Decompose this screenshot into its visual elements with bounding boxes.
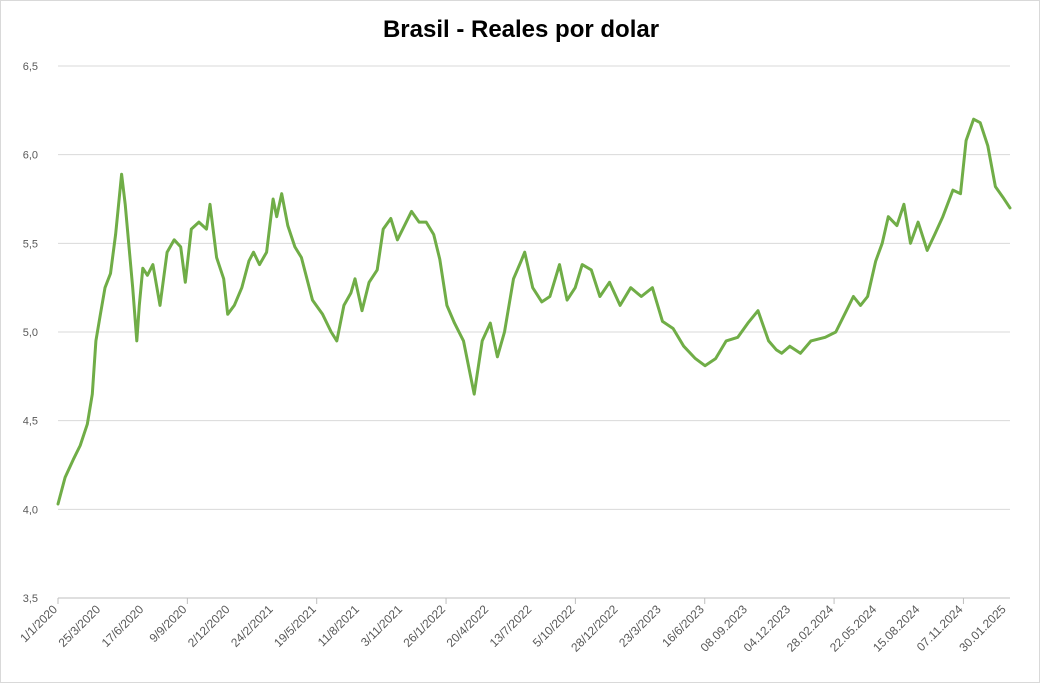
x-tick-label: 19/5/2021 bbox=[271, 602, 319, 650]
y-tick-label: 4,5 bbox=[23, 416, 38, 428]
x-axis bbox=[57, 598, 964, 604]
x-tick-label: 1/1/2020 bbox=[17, 602, 60, 645]
x-tick-label: 26/1/2022 bbox=[401, 602, 449, 650]
y-tick-label: 6,5 bbox=[23, 61, 38, 73]
x-tick-label: 15.08.2024 bbox=[870, 602, 923, 655]
x-tick-label: 20/4/2022 bbox=[444, 602, 492, 650]
x-tick-label: 24/2/2021 bbox=[228, 602, 276, 650]
x-tick-label: 23/3/2023 bbox=[616, 602, 664, 650]
y-tick-label: 5,0 bbox=[23, 327, 38, 339]
y-tick-label: 4,0 bbox=[23, 504, 38, 516]
x-tick-label: 11/8/2021 bbox=[315, 602, 362, 649]
y-tick-label: 3,5 bbox=[23, 593, 38, 605]
x-tick-label: 2/12/2020 bbox=[185, 602, 233, 650]
x-tick-label: 9/9/2020 bbox=[147, 602, 190, 645]
chart-title: Brasil - Reales por dolar bbox=[382, 16, 660, 43]
series-line-reales-por-dolar bbox=[56, 117, 1012, 506]
x-tick-label: 30.01.2025 bbox=[956, 602, 1009, 655]
y-tick-label: 6,0 bbox=[23, 150, 38, 162]
x-tick-label: 17/6/2020 bbox=[99, 602, 147, 650]
x-tick-label: 3/11/2021 bbox=[358, 602, 405, 649]
x-tick-label: 28/12/2022 bbox=[568, 602, 621, 655]
x-tick-label: 13/7/2022 bbox=[487, 602, 535, 650]
y-tick-labels: 3,5 4,0 4,5 5,0 5,5 6,0 6,5 bbox=[23, 61, 38, 605]
y-tick-label: 5,5 bbox=[23, 238, 38, 250]
x-tick-label: 25/3/2020 bbox=[56, 602, 104, 650]
gridlines bbox=[58, 65, 1010, 599]
